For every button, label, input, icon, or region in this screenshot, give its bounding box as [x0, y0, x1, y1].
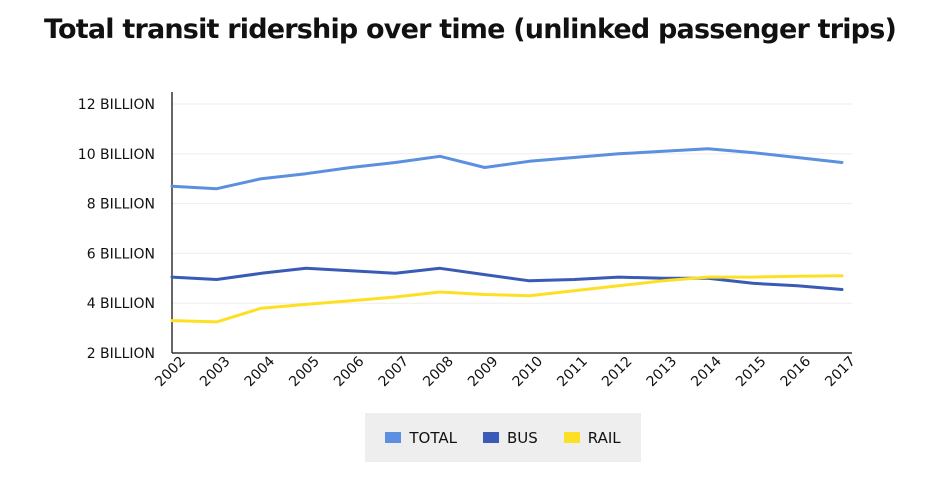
legend-swatch-rail [563, 432, 580, 443]
x-tick-label: 2011 [554, 354, 591, 391]
x-tick-label: 2014 [688, 353, 725, 390]
chart-title: Total transit ridership over time (unlin… [43, 14, 897, 45]
x-tick-label: 2016 [778, 353, 815, 390]
x-tick-label: 2005 [286, 354, 323, 391]
legend-label-rail: RAIL [587, 428, 621, 447]
x-tick-label: 2006 [331, 353, 368, 390]
legend-item-total: TOTAL [385, 429, 457, 447]
x-tick-label: 2012 [599, 354, 636, 391]
x-tick-label: 2015 [733, 354, 770, 391]
legend-item-rail: RAIL [563, 428, 621, 447]
x-tick-label: 2004 [242, 353, 279, 390]
x-tick-label: 2008 [420, 354, 457, 391]
series-line-total [170, 147, 844, 191]
x-tick-label: 2002 [152, 354, 189, 391]
x-tick-label: 2003 [197, 354, 234, 391]
legend-label-bus: BUS [506, 428, 538, 447]
y-tick-label: 12 BILLION [78, 97, 155, 113]
y-tick-label: 6 BILLION [87, 246, 155, 262]
series-line-rail [170, 274, 844, 324]
legend-swatch-bus [482, 432, 499, 443]
x-tick-label: 2017 [822, 354, 859, 391]
series-line-bus [170, 266, 844, 291]
legend-swatch-total [385, 432, 402, 443]
y-tick-label: 10 BILLION [78, 147, 155, 163]
legend-item-bus: BUS [482, 428, 538, 447]
x-tick-label: 2013 [644, 354, 681, 391]
legend-label-total: TOTAL [409, 428, 457, 447]
x-tick-label: 2007 [376, 354, 413, 391]
y-tick-label: 4 BILLION [87, 296, 155, 312]
legend: TOTAL BUS RAIL [365, 413, 641, 462]
x-tick-label: 2010 [510, 354, 547, 391]
y-tick-label: 2 BILLION [87, 346, 155, 362]
y-tick-label: 8 BILLION [87, 197, 155, 213]
x-tick-label: 2009 [465, 354, 502, 391]
